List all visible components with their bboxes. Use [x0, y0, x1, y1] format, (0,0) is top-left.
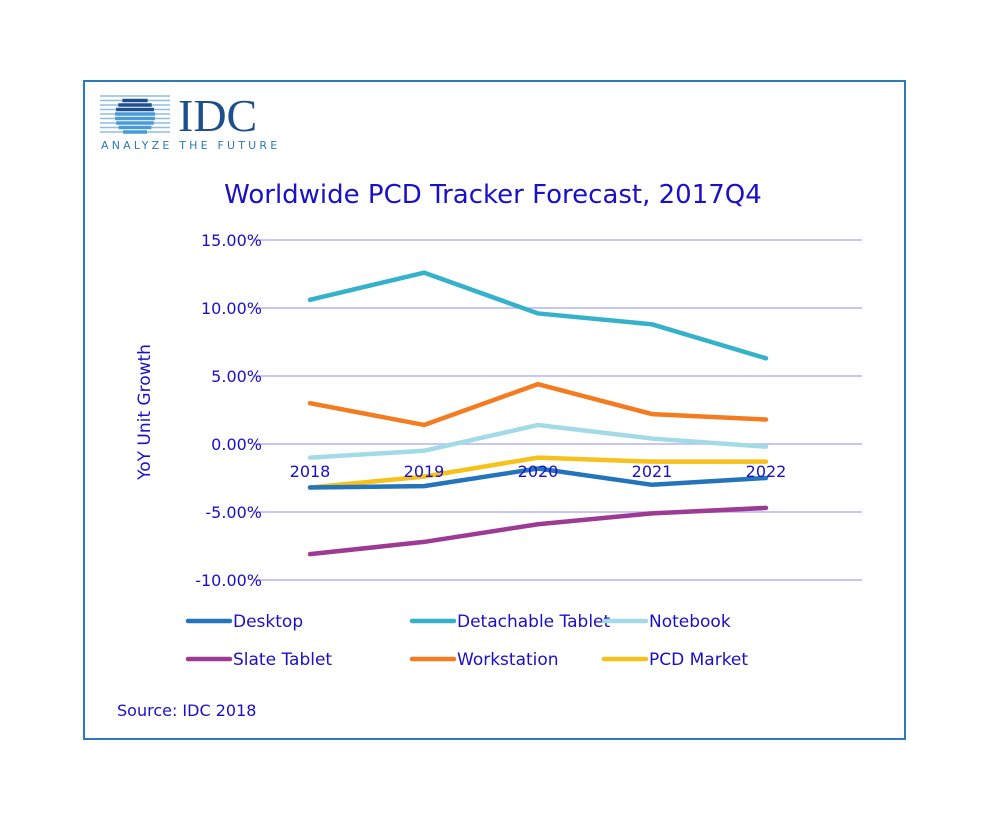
legend-label: Workstation	[457, 650, 559, 670]
series-line-detachable-tablet	[307, 270, 769, 361]
series-line-workstation	[307, 381, 769, 428]
legend-item: Workstation	[409, 650, 559, 670]
y-tick-label: -10.00%	[195, 571, 262, 590]
legend-item: Desktop	[185, 612, 303, 632]
legend-label: Notebook	[649, 612, 731, 632]
logo-tagline: ANALYZE THE FUTURE	[101, 139, 280, 152]
series-line-pcd-market	[307, 455, 769, 490]
x-tick-label: 2021	[632, 462, 673, 481]
chart-title: Worldwide PCD Tracker Forecast, 2017Q4	[224, 180, 762, 210]
y-tick-label: 5.00%	[211, 367, 262, 386]
logo-text: IDC	[178, 90, 257, 141]
legend-label: Detachable Tablet	[457, 612, 611, 632]
x-tick-label: 2022	[746, 462, 787, 481]
idc-logo: IDC ANALYZE THE FUTURE	[100, 90, 280, 152]
legend-label: PCD Market	[649, 650, 748, 670]
x-tick-label: 2020	[518, 462, 559, 481]
y-axis-label: YoY Unit Growth	[135, 344, 155, 481]
series-line-desktop	[307, 466, 769, 490]
x-tick-label: 2018	[290, 462, 331, 481]
legend-item: Detachable Tablet	[409, 612, 611, 632]
y-tick-label: -5.00%	[205, 503, 262, 522]
legend-item: Slate Tablet	[185, 650, 332, 670]
series-line-notebook	[307, 422, 769, 460]
chart-frame	[83, 80, 906, 740]
legend-item: PCD Market	[601, 650, 748, 670]
y-tick-label: 10.00%	[201, 299, 262, 318]
legend-label: Slate Tablet	[233, 650, 332, 670]
x-tick-label: 2019	[404, 462, 445, 481]
legend-label: Desktop	[233, 612, 303, 632]
legend-item: Notebook	[601, 612, 731, 632]
globe-icon	[100, 95, 170, 134]
y-tick-label: 0.00%	[211, 435, 262, 454]
source-note: Source: IDC 2018	[117, 701, 256, 720]
series-line-slate-tablet	[307, 505, 769, 557]
y-tick-label: 15.00%	[201, 231, 262, 250]
